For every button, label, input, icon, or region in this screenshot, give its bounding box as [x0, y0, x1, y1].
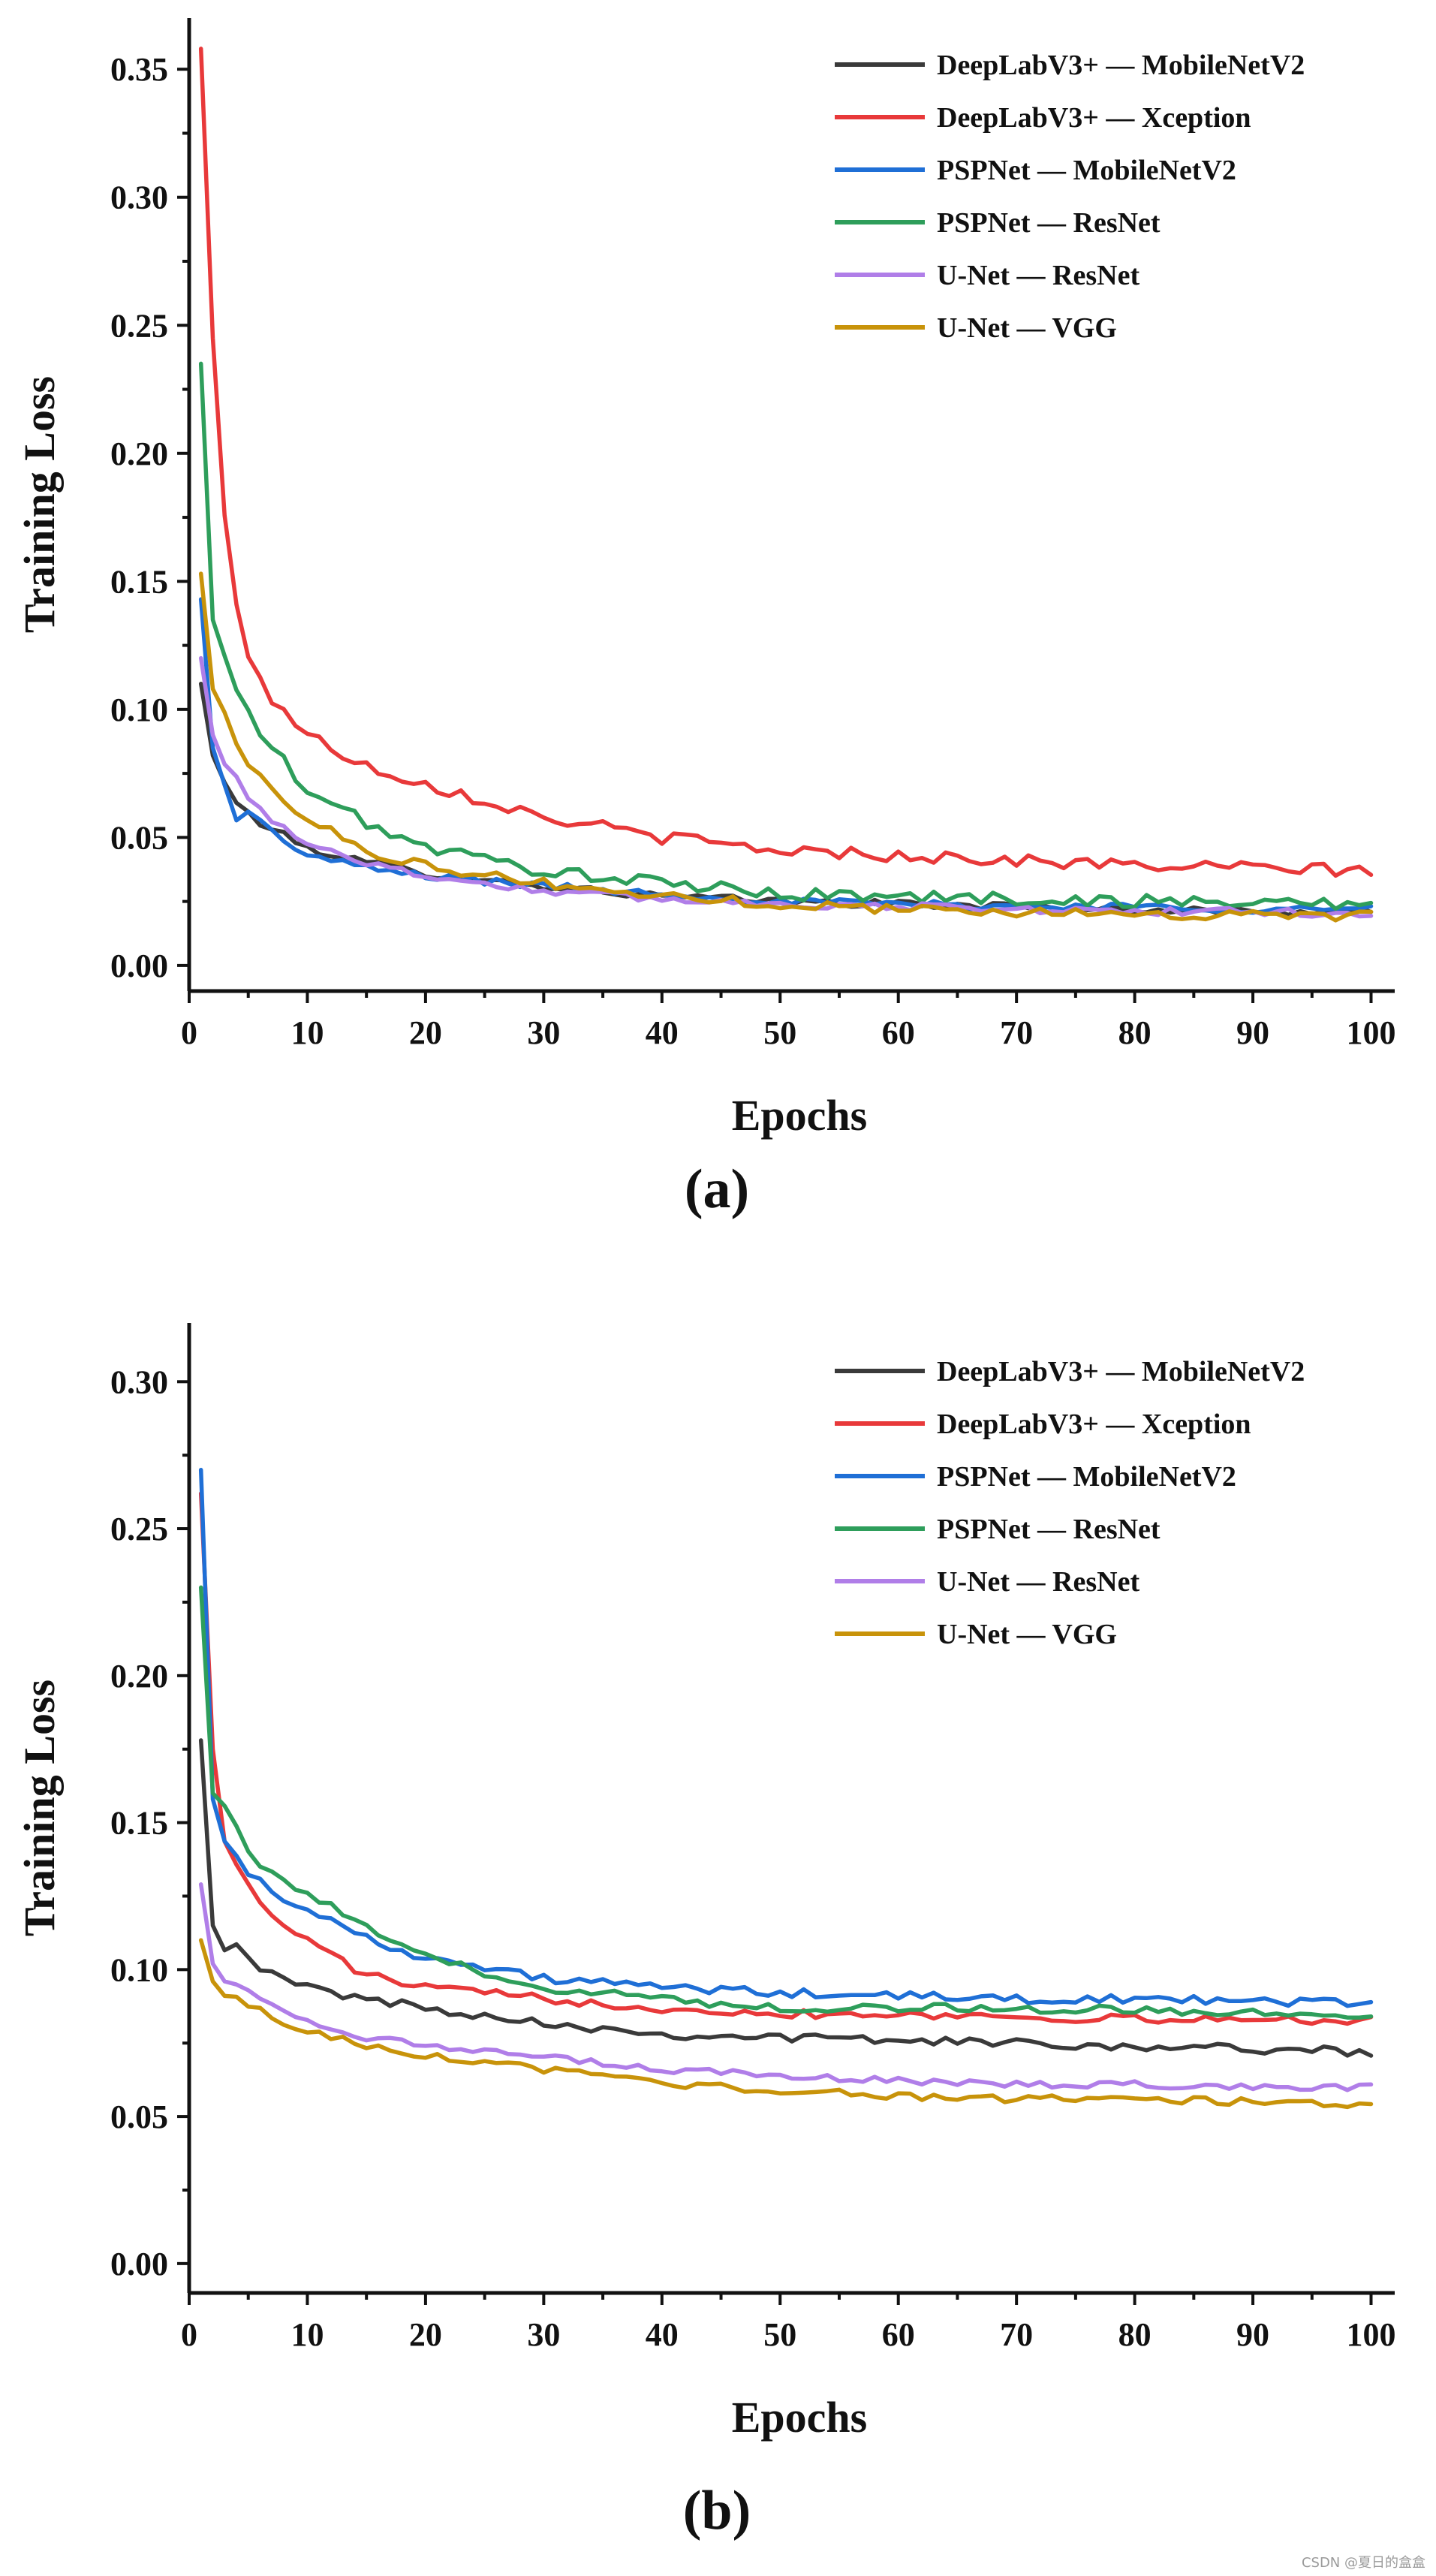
- y-tick-label: 0.35: [110, 51, 168, 88]
- y-tick-label: 0.20: [110, 435, 168, 472]
- legend-label-deeplabv3-mobilenetv2: DeepLabV3+ — MobileNetV2: [937, 50, 1305, 81]
- y-tick-label: 0.10: [110, 691, 168, 728]
- x-tick-label: 90: [1236, 2316, 1269, 2353]
- x-tick-label: 90: [1236, 1014, 1269, 1051]
- y-tick-label: 0.05: [110, 819, 168, 856]
- legend-label-u-net-resnet: U-Net — ResNet: [937, 260, 1139, 291]
- x-tick-label: 100: [1347, 1014, 1396, 1051]
- legend-label-u-net-vgg: U-Net — VGG: [937, 312, 1117, 344]
- series-line-deeplabv3-xception: [198, 1491, 1374, 2026]
- legend-label-u-net-vgg: U-Net — VGG: [937, 1619, 1117, 1650]
- y-tick-label: 0.10: [110, 1951, 168, 1988]
- y-tick-label: 0.25: [110, 307, 168, 344]
- x-tick-label: 60: [882, 1014, 915, 1051]
- x-tick-label: 10: [291, 1014, 324, 1051]
- x-tick-label: 60: [882, 2316, 915, 2353]
- panel-label: (a): [685, 1158, 749, 1220]
- x-tick-label: 0: [181, 2316, 197, 2353]
- x-tick-label: 20: [409, 1014, 442, 1051]
- panel-b: 0 10 20 30 40 50 60 70 80 90 100 0.00 0.05 0.10 0.15 0.…: [15, 1323, 1396, 2541]
- panel-label: (b): [683, 2480, 751, 2541]
- legend-label-pspnet-mobilenetv2: PSPNet — MobileNetV2: [937, 1461, 1236, 1493]
- legend-label-deeplabv3-xception: DeepLabV3+ — Xception: [937, 102, 1251, 134]
- x-tick-label: 20: [409, 2316, 442, 2353]
- series-line-pspnet-resnet: [198, 1585, 1374, 2020]
- legend-label-deeplabv3-mobilenetv2: DeepLabV3+ — MobileNetV2: [937, 1356, 1305, 1387]
- x-tick-label: 40: [646, 2316, 679, 2353]
- series-line-pspnet-mobilenetv2: [198, 1468, 1374, 2008]
- y-axis-title: Training Loss: [15, 1680, 64, 1936]
- x-tick-label: 70: [1000, 2316, 1033, 2353]
- y-tick-label: 0.15: [110, 563, 168, 600]
- y-tick-label: 0.00: [110, 2246, 168, 2282]
- y-tick-label: 0.00: [110, 948, 168, 984]
- watermark: CSDN @夏日的盒盒: [1301, 2555, 1425, 2571]
- y-axis-title: Training Loss: [15, 376, 64, 633]
- x-tick-label: 40: [646, 1014, 679, 1051]
- series-line-u-net-resnet: [198, 655, 1374, 919]
- x-tick-label: 50: [763, 2316, 796, 2353]
- series-line-deeplabv3-mobilenetv2: [198, 681, 1374, 917]
- series-line-u-net-vgg: [198, 571, 1374, 923]
- y-tick-label: 0.25: [110, 1511, 168, 1547]
- x-tick-label: 30: [527, 2316, 560, 2353]
- legend-label-pspnet-mobilenetv2: PSPNet — MobileNetV2: [937, 155, 1236, 186]
- x-axis-title: Epochs: [732, 1091, 868, 1140]
- legend-label-pspnet-resnet: PSPNet — ResNet: [937, 1514, 1161, 1545]
- x-tick-label: 30: [527, 1014, 560, 1051]
- y-tick-label: 0.20: [110, 1658, 168, 1695]
- x-tick-label: 0: [181, 1014, 197, 1051]
- x-tick-label: 50: [763, 1014, 796, 1051]
- x-tick-label: 100: [1347, 2316, 1396, 2353]
- y-tick-label: 0.05: [110, 2098, 168, 2135]
- x-tick-label: 80: [1118, 1014, 1152, 1051]
- x-axis-title: Epochs: [732, 2393, 868, 2442]
- legend-label-u-net-resnet: U-Net — ResNet: [937, 1566, 1139, 1598]
- x-tick-label: 70: [1000, 1014, 1033, 1051]
- y-tick-label: 0.15: [110, 1805, 168, 1842]
- y-tick-label: 0.30: [110, 1363, 168, 1400]
- legend-label-deeplabv3-xception: DeepLabV3+ — Xception: [937, 1409, 1251, 1440]
- legend-label-pspnet-resnet: PSPNet — ResNet: [937, 207, 1161, 239]
- x-tick-label: 80: [1118, 2316, 1152, 2353]
- series-line-deeplabv3-xception: [198, 47, 1374, 878]
- series-line-deeplabv3-mobilenetv2: [198, 1738, 1374, 2058]
- x-tick-label: 10: [291, 2316, 324, 2353]
- series-line-pspnet-resnet: [198, 361, 1374, 911]
- series-line-u-net-resnet: [198, 1882, 1374, 2092]
- y-tick-label: 0.30: [110, 179, 168, 216]
- series-line-pspnet-mobilenetv2: [198, 597, 1374, 915]
- series-line-u-net-vgg: [198, 1938, 1374, 2110]
- panel-a: 0 10 20 30 40 50 60 70 80 90 100 0.00 0.05 0.10 0.15 0.…: [15, 18, 1396, 1220]
